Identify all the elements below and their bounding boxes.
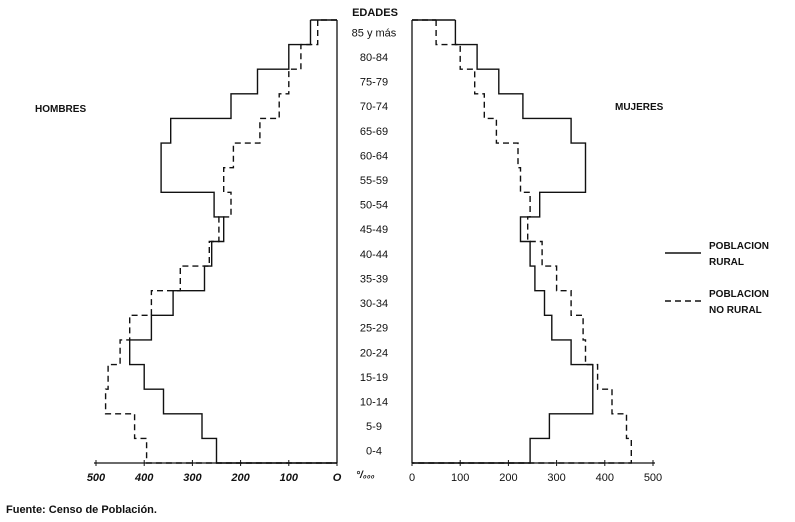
right-tick-label: 100 [451,472,469,484]
age-labels: 85 y más 80-84 75-79 70-74 65-69 60-64 55-59 50… [352,27,397,457]
age-group-label: 25-29 [360,323,388,335]
legend-label-line2: NO RURAL [709,305,762,316]
left-tick-label: 400 [134,472,154,484]
left-x-axis: 500 400 300 200 100 O [87,20,342,484]
age-group-label: 65-69 [360,126,388,138]
legend-label-line1: POBLACION [709,241,769,252]
population-pyramid-chart: EDADES HOMBRES MUJERES °/₀₀₀ 500 400 300 20… [35,7,769,484]
series-rural-mujeres-line [412,20,594,464]
age-axis-title: EDADES [352,7,398,19]
age-group-label: 10-14 [360,396,388,408]
left-tick-label: O [333,472,342,484]
unit-label: °/₀₀₀ [356,470,375,481]
age-group-label: 60-64 [360,150,388,162]
series-rural-hombres-line [129,20,337,464]
age-group-label: 85 y más [352,27,397,39]
age-group-label: 80-84 [360,52,388,64]
left-tick-label: 200 [230,472,250,484]
right-tick-label: 400 [596,472,614,484]
age-group-label: 15-19 [360,372,388,384]
right-x-axis: 0 100 200 300 400 500 [409,20,662,484]
age-group-label: 5-9 [366,421,382,433]
series-no-rural-hombres-line [104,20,337,464]
age-group-label: 55-59 [360,175,388,187]
age-group-label: 70-74 [360,101,388,113]
right-tick-label: 0 [409,472,415,484]
age-group-label: 20-24 [360,347,388,359]
left-panel-label: HOMBRES [35,104,86,115]
series-no-rural-mujeres-line [412,20,632,464]
right-tick-label: 500 [644,472,662,484]
age-group-label: 0-4 [366,446,382,458]
age-group-label: 45-49 [360,224,388,236]
right-tick-label: 300 [547,472,565,484]
right-panel-label: MUJERES [615,102,664,113]
left-tick-label: 300 [183,472,202,484]
series-layer [104,19,632,464]
age-group-label: 40-44 [360,249,388,261]
age-group-label: 50-54 [360,200,388,212]
left-tick-label: 100 [280,472,299,484]
legend-label-line1: POBLACION [709,289,769,300]
left-tick-label: 500 [87,472,106,484]
source-note: Fuente: Censo de Población. [6,504,157,516]
legend-label-line2: RURAL [709,257,744,268]
age-group-label: 30-34 [360,298,388,310]
age-group-label: 75-79 [360,77,388,89]
legend: POBLACION RURAL POBLACION NO RURAL [665,241,769,316]
age-group-label: 35-39 [360,273,388,285]
right-tick-label: 200 [499,472,517,484]
